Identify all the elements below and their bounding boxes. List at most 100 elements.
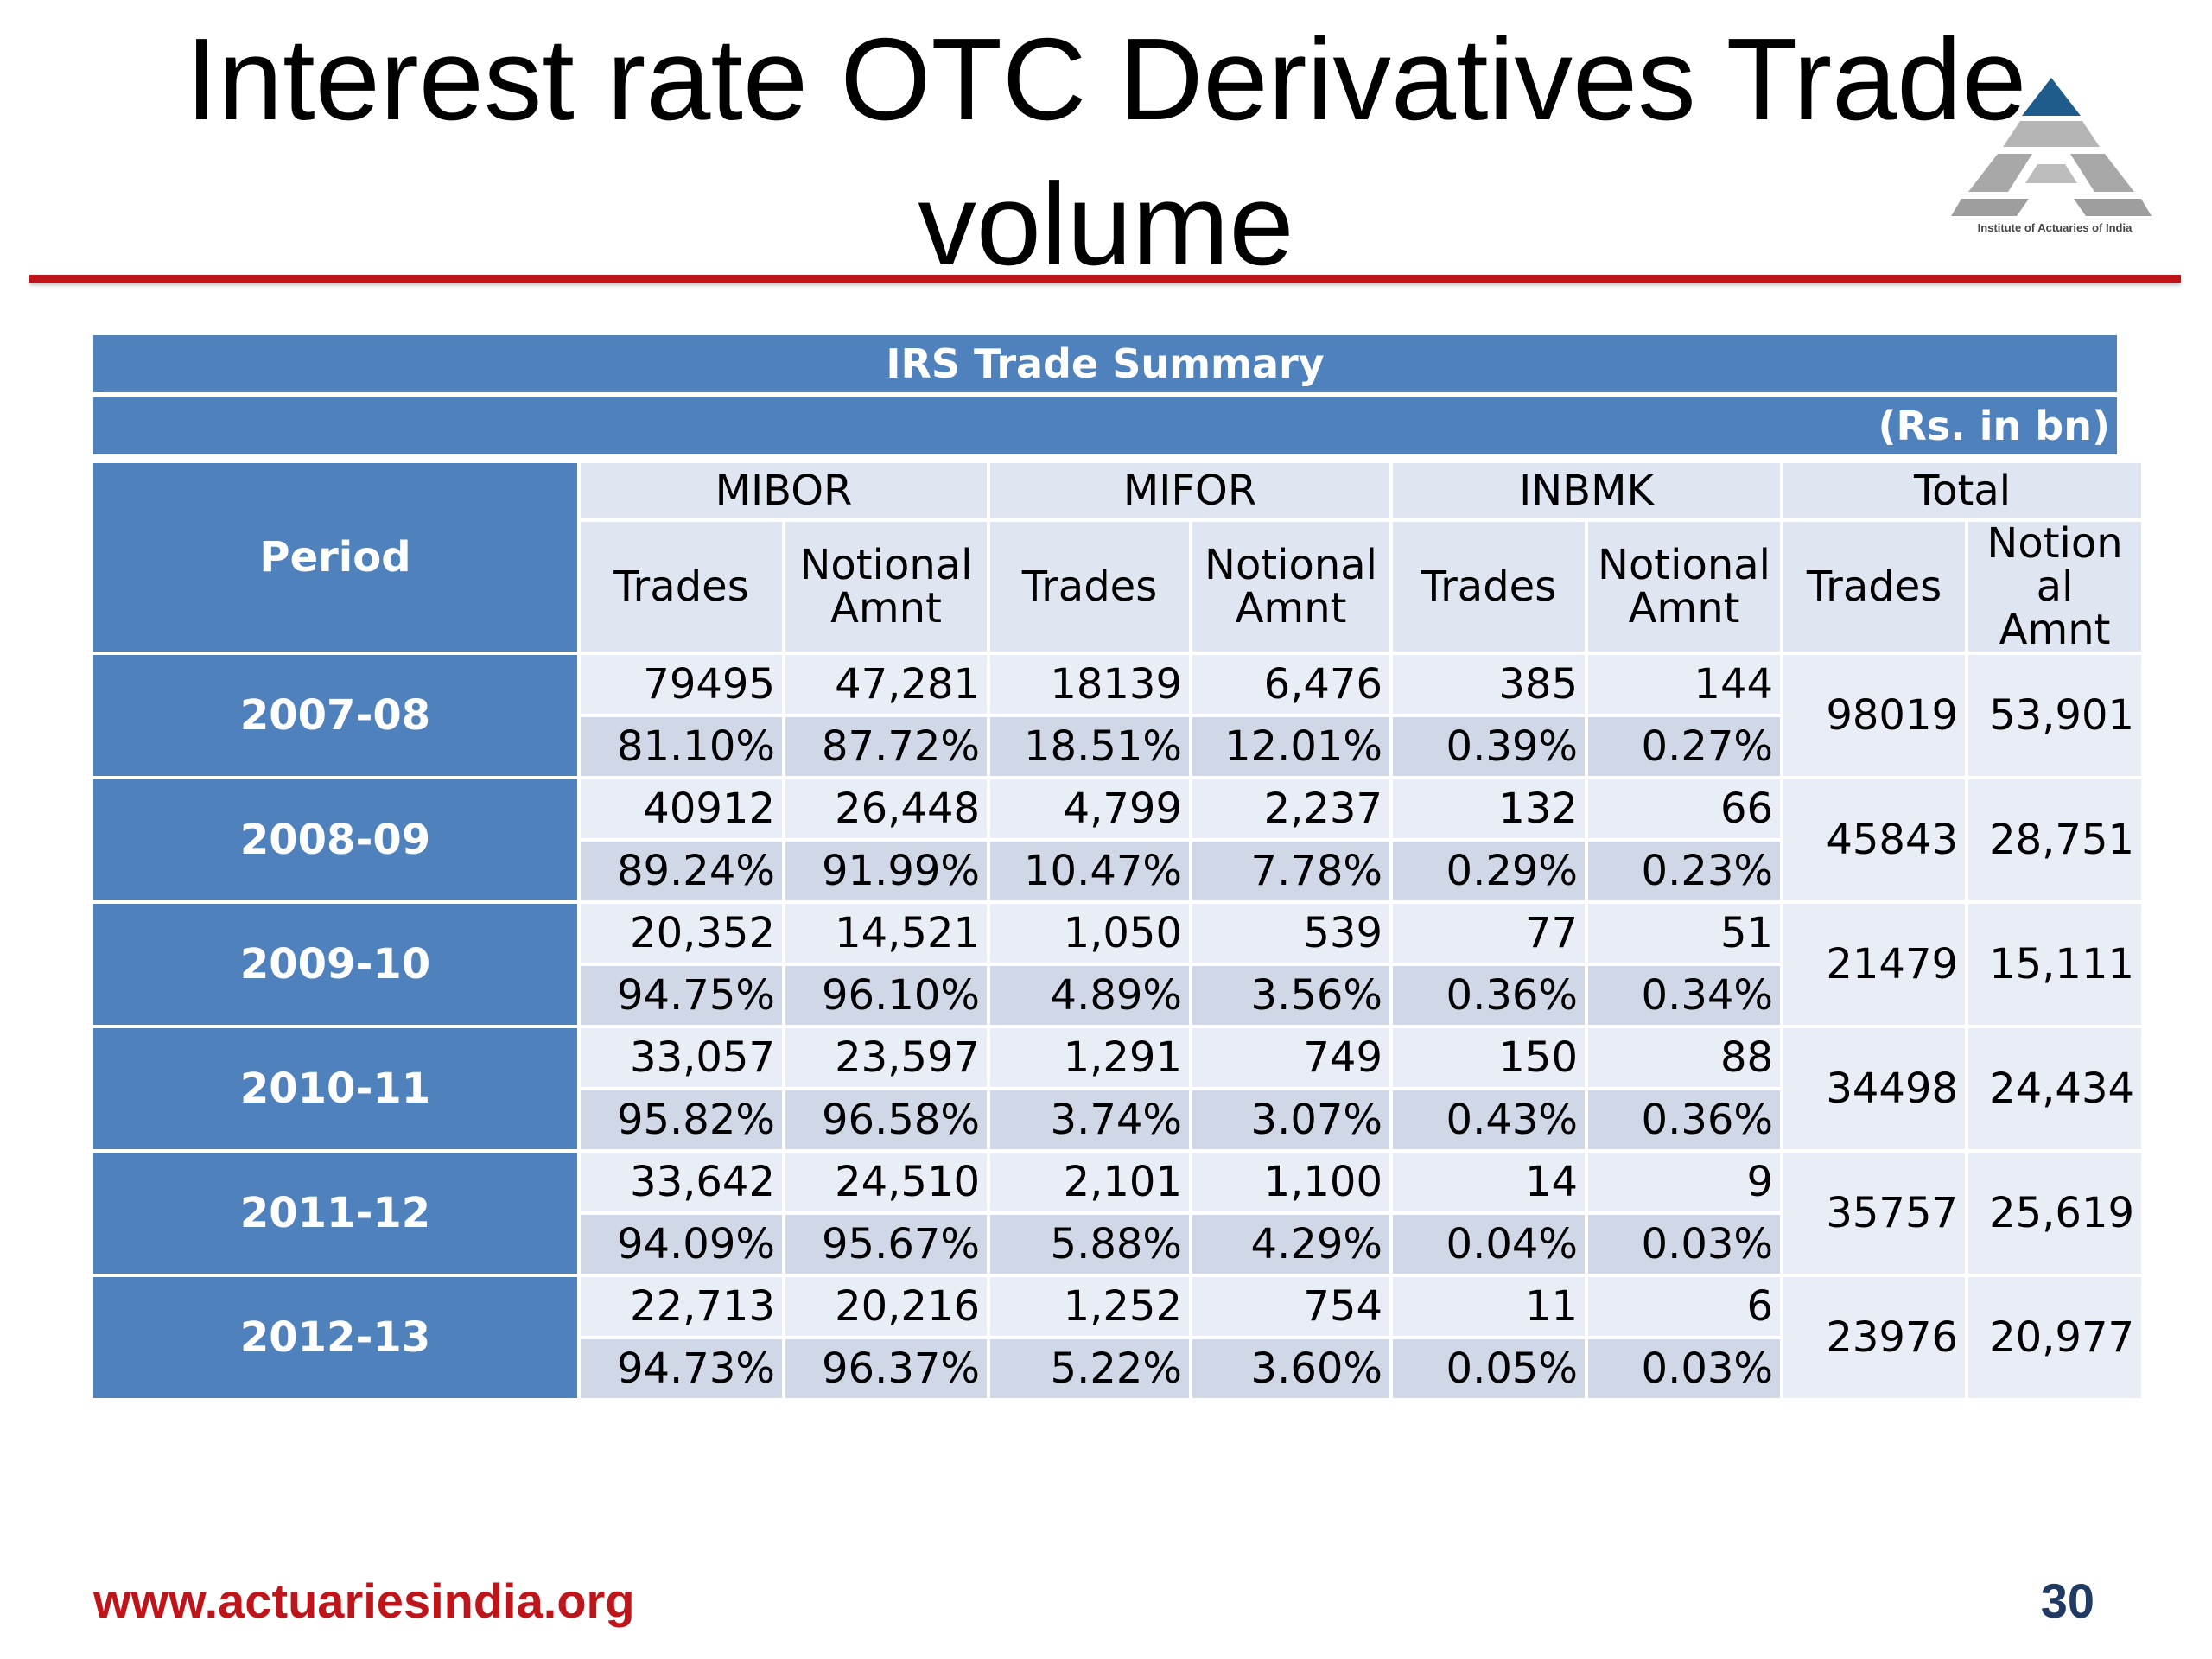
mifor-trades-cell: 2,101 — [990, 1153, 1190, 1211]
inbmk-notional-cell: 9 — [1588, 1153, 1781, 1211]
mibor-trades-share-cell: 94.73% — [581, 1339, 782, 1398]
mifor-notional-cell: 2,237 — [1192, 779, 1390, 838]
mibor-trades-cell: 20,352 — [581, 904, 782, 963]
mibor-notional-cell: 47,281 — [785, 655, 988, 714]
table-row-2009-10-values: 2009-10 20,352 14,521 1,050 539 77 51 21… — [93, 904, 2142, 1025]
mifor-trades-cell: 18139 — [990, 655, 1190, 714]
table-row-2010-11-values: 2010-11 33,057 23,597 1,291 749 150 88 3… — [93, 1028, 2142, 1149]
inbmk-trades-share-cell: 0.39% — [1393, 717, 1586, 776]
subheader-inbmk-notional: Notional Amnt — [1588, 522, 1781, 652]
subheader-total-notional-line-2: al Amnt — [1999, 563, 2111, 654]
total-notional-cell: 24,434 — [1968, 1028, 2142, 1149]
subheader-mibor-notional: Notional Amnt — [785, 522, 988, 652]
footer-website-link[interactable]: www.actuariesindia.org — [93, 1573, 635, 1628]
total-trades-cell: 45843 — [1783, 779, 1966, 900]
slide-title-line-1: Interest rate OTC Derivatives Trade — [185, 14, 2027, 144]
total-trades-cell: 21479 — [1783, 904, 1966, 1025]
subheader-mifor-notional: Notional Amnt — [1192, 522, 1390, 652]
total-trades-cell: 34498 — [1783, 1028, 1966, 1149]
inbmk-trades-share-cell: 0.43% — [1393, 1090, 1586, 1149]
page-number: 30 — [2040, 1573, 2094, 1628]
period-cell: 2011-12 — [93, 1153, 577, 1274]
table-title: IRS Trade Summary — [93, 335, 2117, 392]
subheader-mifor-notional-line-1: Notional — [1205, 541, 1377, 589]
mibor-notional-share-cell: 95.67% — [785, 1215, 988, 1274]
table-row-2011-12-shares: 94.09% 95.67% 5.88% 4.29% 0.04% 0.03% — [93, 1215, 2141, 1274]
irs-trade-summary-table: IRS Trade Summary (Rs. in bn) Period MIB… — [93, 335, 2142, 1402]
mifor-notional-cell: 6,476 — [1192, 655, 1390, 714]
mifor-trades-cell: 1,050 — [990, 904, 1190, 963]
total-trades-cell: 98019 — [1783, 655, 1966, 776]
mibor-trades-share-cell: 94.09% — [581, 1215, 782, 1274]
mibor-notional-cell: 23,597 — [785, 1028, 988, 1087]
table-row-2007-08-values: 2007-08 79495 47,281 18139 6,476 385 144… — [93, 655, 2142, 776]
mifor-notional-cell: 539 — [1192, 904, 1390, 963]
mibor-notional-cell: 14,521 — [785, 904, 988, 963]
total-notional-cell: 15,111 — [1968, 904, 2142, 1025]
mibor-trades-cell: 22,713 — [581, 1277, 782, 1336]
mifor-trades-cell: 1,252 — [990, 1277, 1190, 1336]
inbmk-notional-share-cell: 0.36% — [1588, 1090, 1781, 1149]
inbmk-notional-cell: 6 — [1588, 1277, 1781, 1336]
subheader-inbmk-trades: Trades — [1393, 522, 1586, 652]
mibor-notional-share-cell: 96.58% — [785, 1090, 988, 1149]
inbmk-notional-cell: 144 — [1588, 655, 1781, 714]
mifor-trades-share-cell: 5.22% — [990, 1339, 1190, 1398]
table-unit-label: (Rs. in bn) — [93, 397, 2117, 454]
mibor-trades-cell: 40912 — [581, 779, 782, 838]
mifor-notional-share-cell: 12.01% — [1192, 717, 1390, 776]
group-header-total: Total — [1783, 463, 2142, 518]
mibor-notional-share-cell: 96.37% — [785, 1339, 988, 1398]
inbmk-notional-cell: 88 — [1588, 1028, 1781, 1087]
mibor-trades-cell: 33,057 — [581, 1028, 782, 1087]
slide-title: Interest rate OTC Derivatives Trade volu… — [86, 7, 2126, 297]
total-trades-cell: 35757 — [1783, 1153, 1966, 1274]
inbmk-trades-cell: 385 — [1393, 655, 1586, 714]
total-notional-cell: 25,619 — [1968, 1153, 2142, 1274]
total-notional-cell: 53,901 — [1968, 655, 2142, 776]
table-row-2007-08-shares: 81.10% 87.72% 18.51% 12.01% 0.39% 0.27% — [93, 717, 2141, 776]
mifor-trades-share-cell: 10.47% — [990, 842, 1190, 900]
mifor-notional-share-cell: 4.29% — [1192, 1215, 1390, 1274]
logo-caption: Institute of Actuaries of India — [1977, 221, 2133, 234]
group-header-inbmk: INBMK — [1393, 463, 1781, 518]
mibor-notional-cell: 24,510 — [785, 1153, 988, 1211]
group-header-mifor: MIFOR — [990, 463, 1390, 518]
table-row-2008-09-values: 2008-09 40912 26,448 4,799 2,237 132 66 … — [93, 779, 2142, 900]
slide-title-line-2: volume — [918, 159, 1294, 289]
mibor-notional-share-cell: 87.72% — [785, 717, 988, 776]
inbmk-notional-share-cell: 0.23% — [1588, 842, 1781, 900]
subheader-inbmk-notional-line-1: Notional — [1598, 541, 1770, 589]
mibor-trades-share-cell: 89.24% — [581, 842, 782, 900]
mifor-notional-share-cell: 7.78% — [1192, 842, 1390, 900]
table-row-2010-11-shares: 95.82% 96.58% 3.74% 3.07% 0.43% 0.36% — [93, 1090, 2141, 1149]
subheader-mibor-notional-line-2: Amnt — [830, 584, 942, 632]
inbmk-trades-share-cell: 0.29% — [1393, 842, 1586, 900]
irs-table: Period MIBOR MIFOR INBMK Total Trades No… — [90, 460, 2145, 1402]
inbmk-notional-share-cell: 0.03% — [1588, 1339, 1781, 1398]
mifor-trades-share-cell: 4.89% — [990, 966, 1190, 1025]
mifor-trades-share-cell: 18.51% — [990, 717, 1190, 776]
mifor-trades-cell: 4,799 — [990, 779, 1190, 838]
inbmk-notional-share-cell: 0.34% — [1588, 966, 1781, 1025]
mibor-trades-cell: 33,642 — [581, 1153, 782, 1211]
mibor-trades-share-cell: 95.82% — [581, 1090, 782, 1149]
table-row-2009-10-shares: 94.75% 96.10% 4.89% 3.56% 0.36% 0.34% — [93, 966, 2141, 1025]
mifor-notional-share-cell: 3.56% — [1192, 966, 1390, 1025]
subheader-total-notional-line-1: Notion — [1986, 519, 2123, 568]
inbmk-trades-share-cell: 0.36% — [1393, 966, 1586, 1025]
mifor-notional-cell: 754 — [1192, 1277, 1390, 1336]
mibor-notional-cell: 26,448 — [785, 779, 988, 838]
mifor-notional-share-cell: 3.07% — [1192, 1090, 1390, 1149]
inbmk-notional-share-cell: 0.03% — [1588, 1215, 1781, 1274]
subheader-mibor-trades: Trades — [581, 522, 782, 652]
mifor-notional-cell: 1,100 — [1192, 1153, 1390, 1211]
inbmk-trades-cell: 14 — [1393, 1153, 1586, 1211]
period-cell: 2008-09 — [93, 779, 577, 900]
mibor-trades-share-cell: 94.75% — [581, 966, 782, 1025]
table-row-2008-09-shares: 89.24% 91.99% 10.47% 7.78% 0.29% 0.23% — [93, 842, 2141, 900]
mifor-trades-cell: 1,291 — [990, 1028, 1190, 1087]
subheader-inbmk-notional-line-2: Amnt — [1628, 584, 1740, 632]
title-divider — [29, 275, 2181, 283]
